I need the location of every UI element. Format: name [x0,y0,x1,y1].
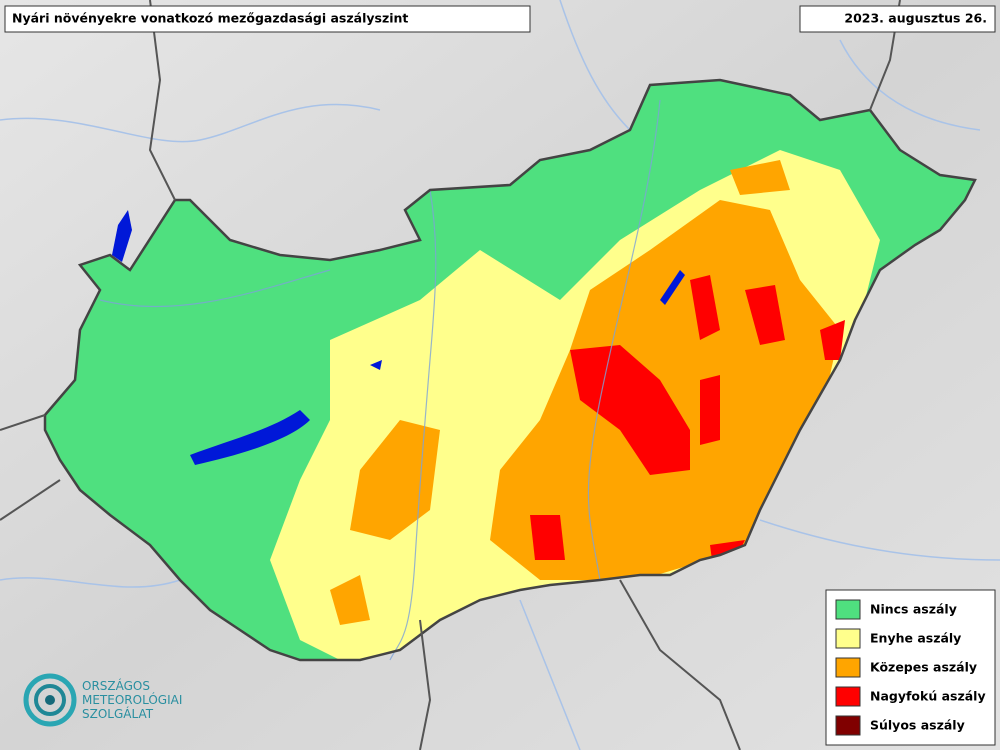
date-box: 2023. augusztus 26. [799,5,996,33]
title-box: Nyári növényekre vonatkozó mezőgazdasági… [4,5,531,33]
title: Nyári növényekre vonatkozó mezőgazdasági… [12,11,408,26]
legend-swatch [835,686,861,707]
lake-balaton [190,410,310,465]
legend-swatch [835,657,861,678]
lake-ferto [112,210,132,262]
lake-tisza [660,270,685,305]
legend-label: Enyhe aszály [870,631,961,646]
legend-swatch [835,715,861,736]
legend-label: Súlyos aszály [870,718,965,733]
legend-swatch [835,599,861,620]
legend: Nincs aszály Enyhe aszály Közepes aszály Na… [825,589,996,746]
legend-label: Nincs aszály [870,602,957,617]
legend-label: Nagyfokú aszály [870,689,986,704]
logo-text: ORSZÁGOS [82,678,150,693]
logo-text: METEOROLÓGIAI [82,692,182,707]
lake-velence [370,360,382,370]
legend-swatch [835,628,861,649]
border [43,78,977,662]
date: 2023. augusztus 26. [844,11,987,26]
rivers [99,99,661,661]
legend-label: Közepes aszály [870,660,977,675]
logo-text: SZOLGÁLAT [82,706,154,721]
